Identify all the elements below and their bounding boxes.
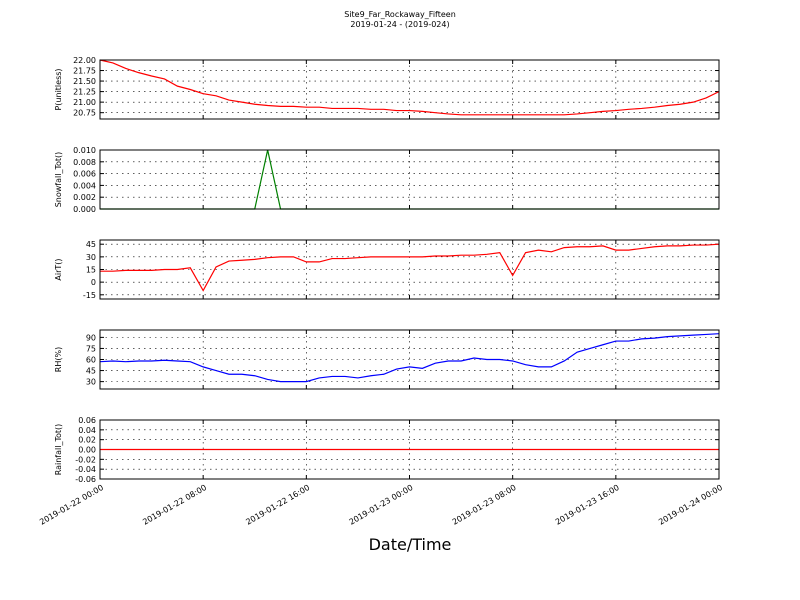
data-line: [99, 333, 720, 383]
plot-frame: [99, 59, 720, 120]
y-tick-label: 90: [86, 333, 96, 342]
y-tick-label: 0.008: [73, 158, 96, 167]
y-tick-label: 0.00: [78, 446, 96, 455]
y-axis-label: RH(%): [54, 347, 63, 372]
chart-subtitle: 2019-01-24 - (2019-024): [350, 20, 449, 29]
y-tick-label: 75: [86, 344, 96, 353]
plot-frame: [99, 149, 720, 210]
plot-frame: [99, 239, 720, 300]
y-tick-label: 0.006: [73, 170, 96, 179]
y-tick-label: 21.00: [73, 98, 96, 107]
y-tick-label: -0.06: [75, 475, 96, 484]
y-tick-label: 21.25: [73, 88, 96, 97]
y-tick-label: 60: [86, 356, 96, 365]
y-tick-label: 0.02: [78, 436, 96, 445]
plot-frame: [99, 329, 720, 390]
y-axis-label: AirT(): [54, 258, 63, 280]
y-tick-label: 0.000: [73, 205, 96, 214]
y-tick-label: 45: [86, 367, 96, 376]
y-tick-label: 0.002: [73, 193, 96, 202]
y-tick-label: 20.75: [73, 109, 96, 118]
y-tick-label: 21.75: [73, 67, 96, 76]
y-tick-label: 0.004: [73, 181, 96, 190]
plot-frame: [99, 419, 720, 480]
y-tick-label: 15: [86, 266, 96, 275]
data-line: [99, 59, 720, 116]
y-tick-label: 22.00: [73, 56, 96, 65]
y-tick-label: -0.02: [75, 455, 96, 464]
y-tick-label: 0.06: [78, 416, 96, 425]
data-line: [100, 243, 720, 292]
chart-title: Site9_Far_Rockaway_Fifteen: [344, 10, 456, 19]
y-axis-label: P(unitless): [54, 68, 63, 110]
y-tick-label: 0: [91, 278, 96, 287]
y-tick-label: 0.04: [78, 426, 96, 435]
x-axis-label: Date/Time: [369, 535, 452, 554]
y-tick-label: 21.50: [73, 77, 96, 86]
y-axis-label: Snowfall_Tot(): [54, 152, 63, 208]
y-tick-label: -0.04: [75, 465, 96, 474]
y-tick-label: -15: [83, 291, 96, 300]
y-tick-label: 30: [86, 378, 96, 387]
y-tick-label: 30: [86, 253, 96, 262]
y-axis-label: Rainfall_Tot(): [54, 424, 63, 476]
y-tick-label: 45: [86, 240, 96, 249]
y-tick-label: 0.010: [73, 146, 96, 155]
